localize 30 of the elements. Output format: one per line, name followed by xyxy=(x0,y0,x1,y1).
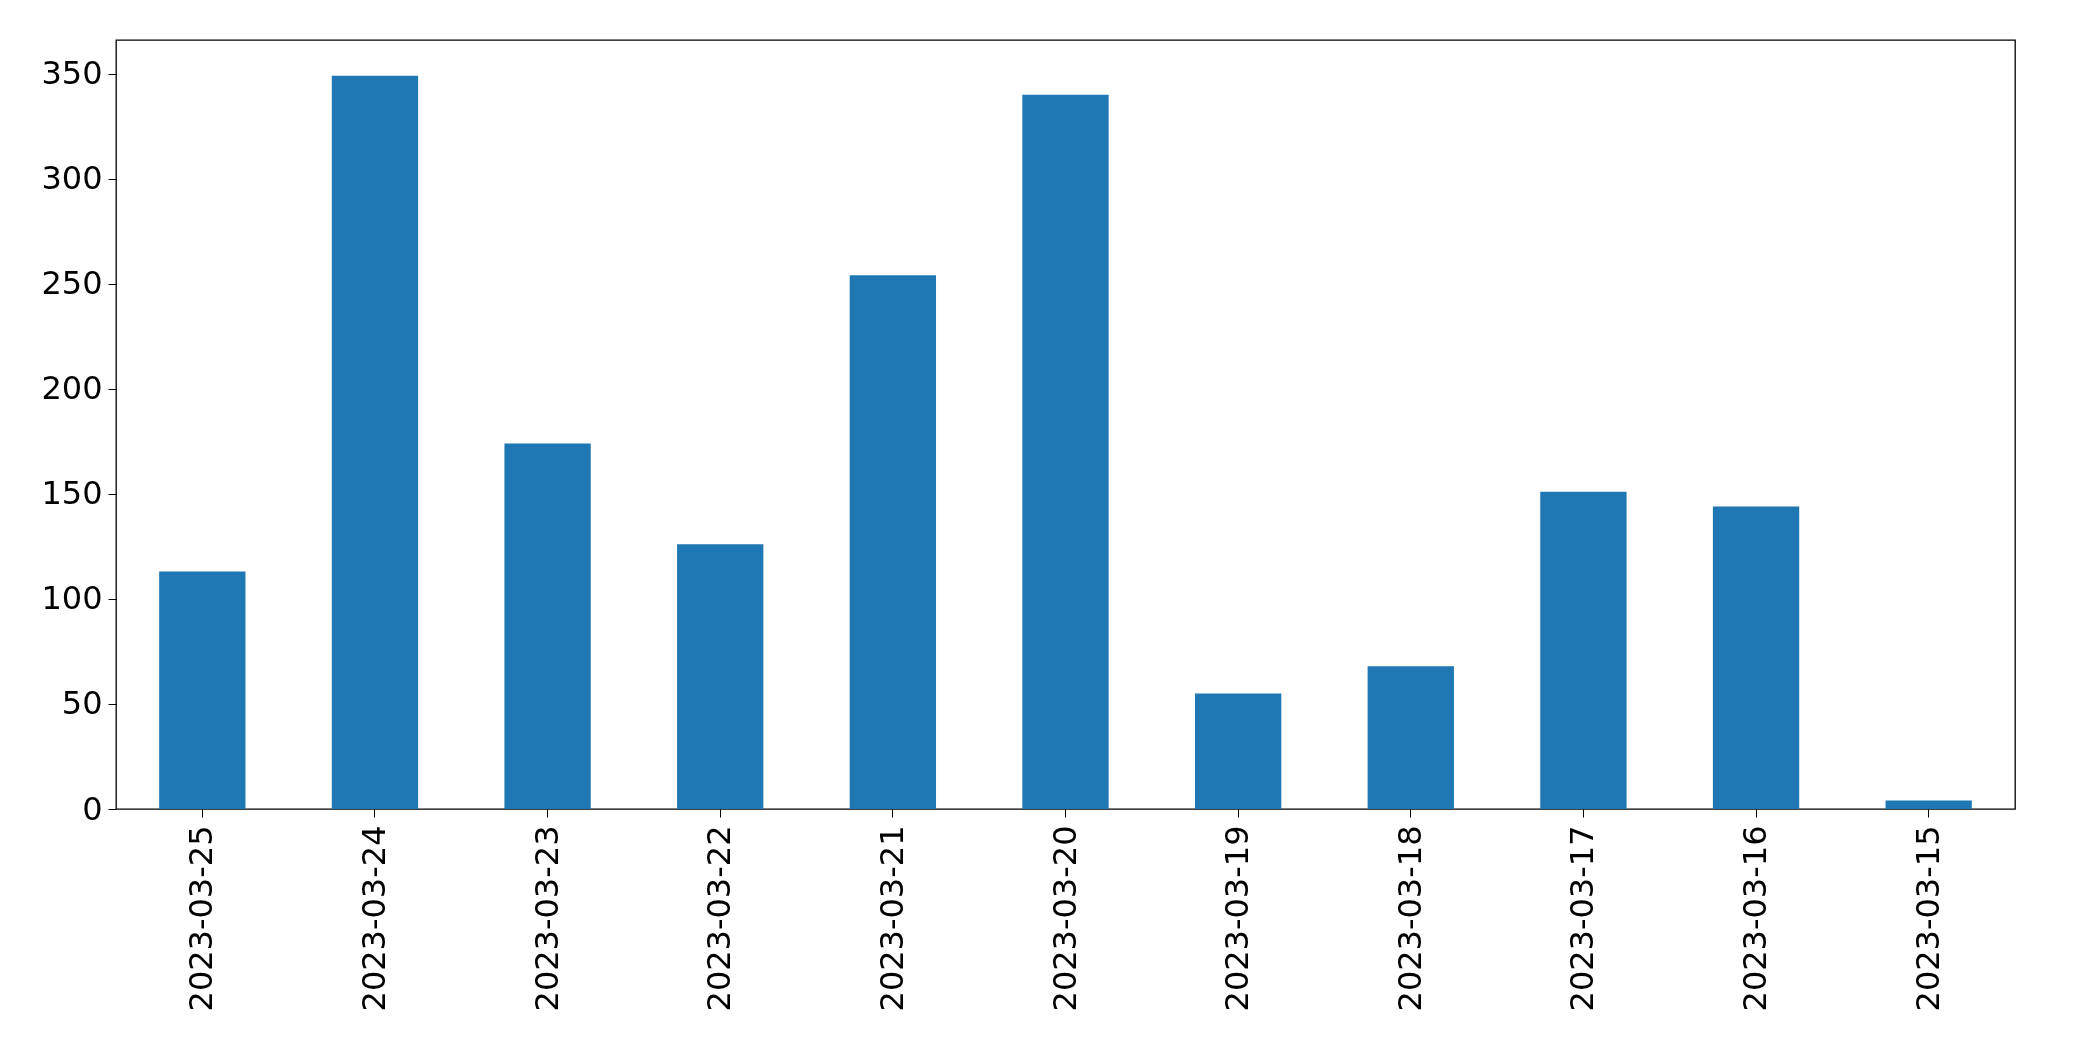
y-tick-label: 150 xyxy=(41,474,103,513)
bar xyxy=(1194,693,1282,809)
y-tick-label: 250 xyxy=(41,264,103,303)
x-tick-label: 2023-03-20 xyxy=(1045,825,1084,1012)
x-tick-label: 2023-03-25 xyxy=(182,825,221,1012)
x-tick-label: 2023-03-16 xyxy=(1736,825,1775,1012)
x-tick-label: 2023-03-24 xyxy=(354,825,393,1012)
bar xyxy=(1022,94,1109,809)
bar xyxy=(1367,666,1454,809)
x-tick-label: 2023-03-19 xyxy=(1218,825,1257,1012)
bar xyxy=(1712,506,1800,809)
y-tick-label: 300 xyxy=(41,159,103,198)
y-tick-label: 200 xyxy=(41,369,103,408)
y-tick-label: 350 xyxy=(41,54,103,93)
bar xyxy=(504,443,591,809)
bar xyxy=(677,544,764,809)
bar xyxy=(1540,491,1627,809)
x-tick-label: 2023-03-18 xyxy=(1390,825,1429,1012)
bar xyxy=(159,571,246,809)
x-tick-label: 2023-03-15 xyxy=(1908,825,1947,1012)
x-tick-label: 2023-03-22 xyxy=(700,825,739,1012)
x-tick-label: 2023-03-23 xyxy=(527,825,566,1012)
y-tick-label: 0 xyxy=(82,789,103,828)
x-tick-label: 2023-03-21 xyxy=(872,825,911,1012)
bar xyxy=(331,75,419,809)
y-tick-label: 100 xyxy=(41,579,103,618)
bar xyxy=(1885,800,1972,809)
y-tick-label: 50 xyxy=(61,684,103,723)
x-tick-label: 2023-03-17 xyxy=(1563,825,1602,1012)
bar xyxy=(849,275,937,809)
